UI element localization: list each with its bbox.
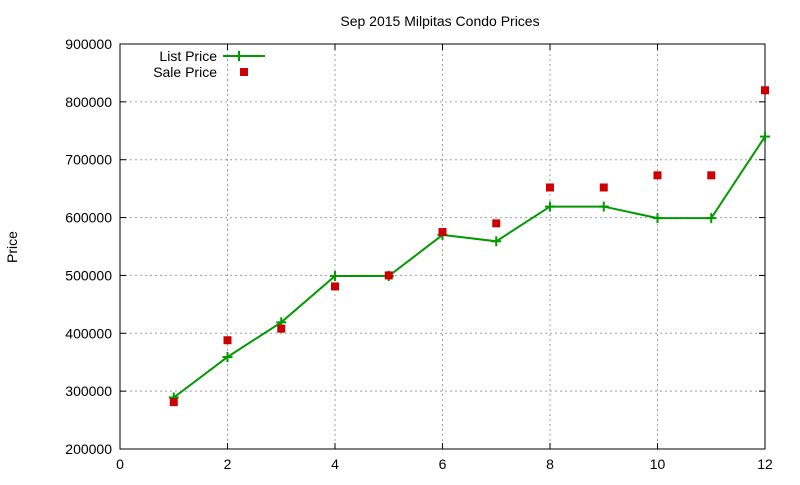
y-axis-label: Price <box>4 231 20 263</box>
sale-price-point <box>277 324 286 333</box>
x-tick-label: 8 <box>546 456 554 472</box>
x-tick-label: 12 <box>757 456 773 472</box>
x-tick-label: 10 <box>650 456 666 472</box>
y-tick-label: 700000 <box>65 152 112 168</box>
grid-lines <box>120 44 765 449</box>
y-tick-label: 300000 <box>65 383 112 399</box>
data-series <box>168 86 770 407</box>
list-price-point <box>545 201 555 212</box>
legend-label: List Price <box>159 48 217 64</box>
list-price-point <box>491 236 502 247</box>
tick-marks-and-labels: 0 2 4 6 8 10 12 200000 300000 400000 500000 600000 7… <box>65 36 773 472</box>
legend-square-swatch <box>240 68 248 76</box>
list-price-point <box>222 352 233 363</box>
legend-entry-list-price: List Price <box>159 48 265 64</box>
y-tick-label: 400000 <box>65 325 112 341</box>
sale-price-point <box>546 183 554 192</box>
x-tick-label: 6 <box>439 456 447 472</box>
y-tick-label: 200000 <box>65 441 112 457</box>
list-price-line <box>173 136 766 399</box>
chart-title: Sep 2015 Milpitas Condo Prices <box>340 13 539 29</box>
list-price-point <box>598 201 609 212</box>
y-tick-label: 600000 <box>65 210 112 226</box>
y-tick-label: 500000 <box>65 267 112 283</box>
sale-price-point <box>223 336 232 345</box>
sale-price-point <box>653 171 662 180</box>
sale-price-point <box>761 86 769 95</box>
sale-price-point <box>169 398 178 407</box>
x-tick-label: 0 <box>116 456 124 472</box>
sale-price-point <box>599 183 608 192</box>
legend-entry-sale-price: Sale Price <box>153 64 248 80</box>
sale-price-point <box>707 171 716 180</box>
series-sale-price <box>169 86 769 407</box>
x-tick-label: 4 <box>331 456 339 472</box>
y-tick-label: 800000 <box>65 94 112 110</box>
list-price-point <box>706 213 717 224</box>
y-tick-label: 900000 <box>65 36 112 52</box>
sale-price-point <box>331 282 339 291</box>
list-price-point <box>652 213 663 224</box>
legend-label: Sale Price <box>153 64 217 80</box>
list-price-point <box>760 131 770 142</box>
sale-price-point <box>492 219 501 228</box>
sale-price-point <box>384 271 393 280</box>
x-tick-label: 2 <box>224 456 232 472</box>
series-list-price <box>168 131 770 403</box>
list-price-point <box>330 271 340 282</box>
sale-price-point <box>438 228 447 237</box>
